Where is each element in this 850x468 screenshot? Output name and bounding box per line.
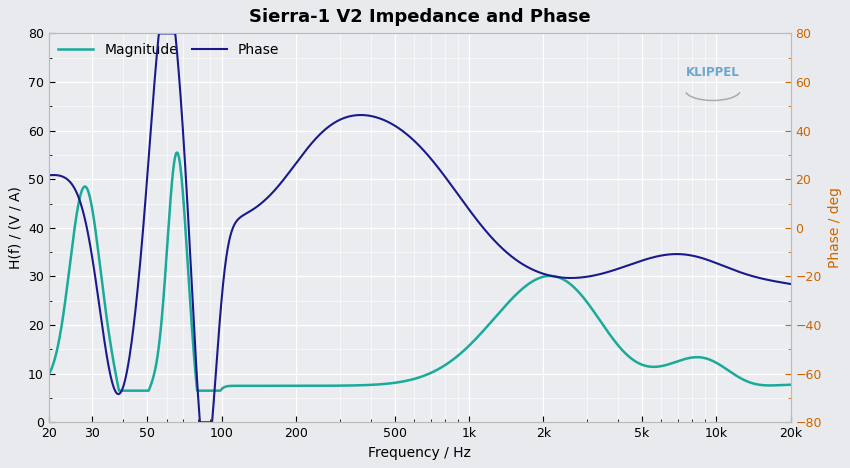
Magnitude <box>629 358 639 363</box>
Title: Sierra-1 V2 Impedance and Phase: Sierra-1 V2 Impedance and Phase <box>249 8 591 26</box>
Magnitude <box>43 372 54 378</box>
Phase <box>386 120 396 126</box>
Magnitude <box>172 150 182 155</box>
Y-axis label: Phase / deg: Phase / deg <box>828 187 842 268</box>
Phase <box>82 224 92 229</box>
Phase <box>629 261 639 266</box>
Magnitude <box>82 185 92 190</box>
Line: Phase: Phase <box>48 33 790 422</box>
Magnitude <box>114 388 124 394</box>
Legend: Magnitude, Phase: Magnitude, Phase <box>53 37 285 63</box>
Y-axis label: H(f) / (V / A): H(f) / (V / A) <box>8 186 22 269</box>
Magnitude <box>765 383 775 388</box>
Magnitude <box>405 377 416 383</box>
Phase <box>405 134 416 140</box>
Phase <box>196 419 206 425</box>
Magnitude <box>764 383 774 388</box>
Phase <box>764 278 774 283</box>
X-axis label: Frequency / Hz: Frequency / Hz <box>368 446 471 460</box>
Phase <box>43 173 54 178</box>
Text: KLIPPEL: KLIPPEL <box>686 66 740 79</box>
Phase <box>785 281 796 287</box>
Phase <box>154 30 164 36</box>
Phase <box>765 278 775 283</box>
Magnitude <box>785 382 796 388</box>
Line: Magnitude: Magnitude <box>48 153 790 391</box>
Magnitude <box>386 380 396 386</box>
